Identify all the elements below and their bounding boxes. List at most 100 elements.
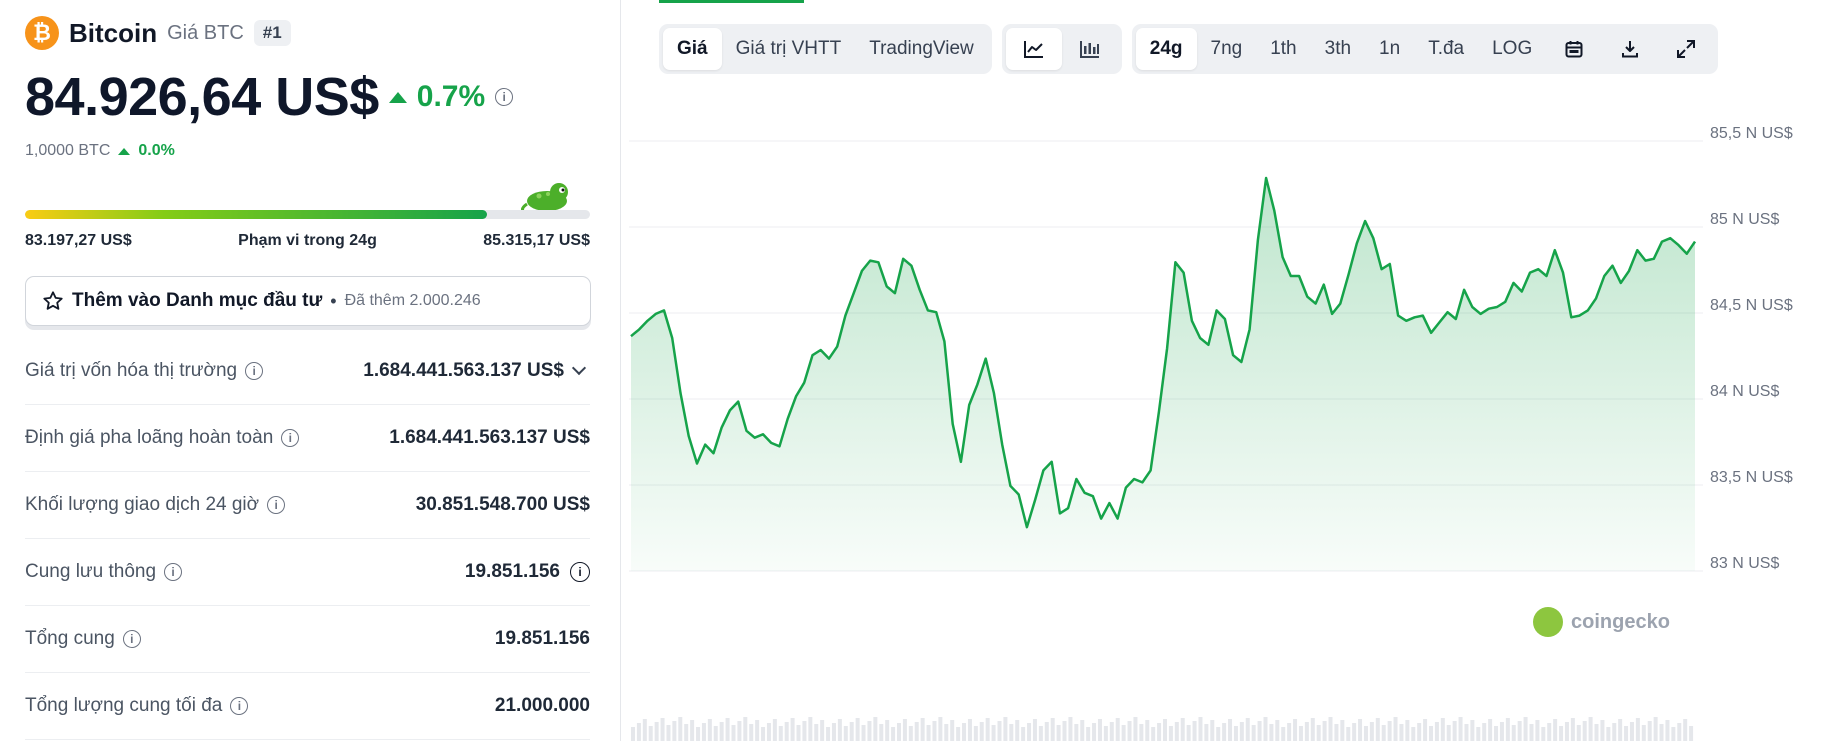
volume-bar: [1363, 726, 1368, 741]
coingecko-logo-icon: [1533, 607, 1563, 637]
volume-bar: [1168, 726, 1173, 741]
volume-bar: [1624, 726, 1629, 741]
y-tick-label: 84 N US$: [1710, 383, 1780, 400]
add-to-portfolio-button[interactable]: Thêm vào Danh mục đầu tư • Đã thêm 2.000…: [25, 276, 591, 326]
volume-bar: [1038, 726, 1043, 741]
info-icon[interactable]: i: [122, 630, 141, 648]
volume-bar: [1629, 722, 1634, 741]
stat-label-wrap: Giá trị vốn hóa thị trường i: [25, 360, 264, 382]
volume-bar: [1405, 720, 1410, 741]
volume-bar: [1511, 725, 1516, 741]
stat-value: 21.000.000: [494, 695, 590, 716]
volume-bar: [932, 721, 937, 741]
info-icon[interactable]: i: [281, 429, 300, 447]
line-chart-button[interactable]: [1005, 28, 1062, 70]
range-24h-button[interactable]: 24g: [1135, 28, 1197, 70]
range-labels: 83.197,27 US$ Phạm vi trong 24g 85.315,1…: [25, 232, 590, 250]
volume-bar: [867, 721, 872, 741]
volume-bar: [1547, 723, 1552, 741]
volume-bar: [855, 718, 860, 741]
volume-bar: [849, 722, 854, 741]
volume-bar: [1417, 723, 1422, 741]
panel-divider: [620, 0, 621, 741]
stat-label-wrap: Định giá pha loãng hoàn toàn i: [25, 427, 300, 449]
tab-price[interactable]: Giá: [663, 28, 722, 70]
btc-up-arrow-icon: [118, 147, 131, 155]
volume-bar: [1015, 720, 1020, 741]
volume-bar: [1115, 718, 1120, 741]
range-24h: 83.197,27 US$ Phạm vi trong 24g 85.315,1…: [25, 183, 590, 249]
stat-row-total-supply: Tổng cung i 19.851.156: [25, 606, 590, 673]
volume-bar: [766, 723, 771, 741]
tab-market-cap[interactable]: Giá trị VHTT: [735, 38, 842, 59]
supply-info-icon[interactable]: i: [570, 562, 590, 582]
stat-value-wrap: 1.684.441.563.137 US$: [363, 360, 590, 382]
volume-bar: [944, 724, 949, 741]
volume-bar: [897, 723, 901, 741]
range-bar-fill: [25, 210, 487, 219]
info-icon[interactable]: i: [245, 362, 264, 380]
fullscreen-button[interactable]: [1658, 28, 1714, 70]
volume-bar: [802, 721, 807, 741]
volume-bar: [1304, 722, 1309, 741]
log-scale-button[interactable]: LOG: [1492, 38, 1533, 59]
volume-bar: [1228, 719, 1233, 741]
volume-bar: [1446, 725, 1451, 741]
info-icon[interactable]: i: [164, 563, 183, 581]
chevron-down-icon[interactable]: [571, 360, 587, 376]
volume-bar: [690, 720, 695, 741]
volume-bar: [962, 723, 967, 741]
date-picker-button[interactable]: [1546, 28, 1602, 70]
volume-bar: [1671, 727, 1676, 741]
volume-bar: [1612, 723, 1617, 741]
volume-bar: [1600, 720, 1605, 741]
price-info-icon[interactable]: i: [495, 88, 514, 106]
stat-label: Định giá pha loãng hoàn toàn: [25, 427, 274, 448]
volume-bar: [1488, 719, 1493, 741]
price-chart[interactable]: 85,5 N US$ 85 N US$ 84,5 N US$ 84 N US$ 83,5…: [621, 110, 1845, 741]
volume-bar: [1245, 718, 1250, 741]
volume-bar: [642, 719, 647, 741]
candlestick-chart-button[interactable]: [1062, 28, 1118, 70]
volume-bar: [713, 726, 718, 741]
volume-bar: [790, 718, 795, 741]
volume-bar: [1358, 719, 1363, 741]
volume-bar: [902, 719, 907, 741]
volume-bar: [784, 722, 789, 741]
volume-bar: [985, 718, 990, 741]
candlestick-icon: [1079, 41, 1099, 58]
volume-bar: [749, 724, 754, 741]
price-up-arrow-icon: [388, 91, 407, 103]
range-1y-button[interactable]: 1n: [1379, 38, 1401, 59]
line-chart-icon: [1023, 41, 1043, 58]
stat-label-wrap: Cung lưu thông i: [25, 561, 183, 583]
download-button[interactable]: [1602, 28, 1658, 70]
y-tick-label: 83,5 N US$: [1710, 469, 1793, 486]
volume-bar: [1210, 720, 1215, 741]
volume-bar: [725, 718, 730, 741]
range-bar: [25, 210, 590, 219]
volume-bar: [973, 726, 978, 741]
info-icon[interactable]: i: [230, 697, 249, 715]
volume-bar: [1535, 720, 1540, 741]
volume-bar: [1021, 727, 1026, 741]
volume-bar: [1133, 717, 1138, 741]
tab-tradingview[interactable]: TradingView: [869, 38, 974, 59]
time-range-tabs: 24g 7ng 1th 3th 1n T.đa LOG: [1131, 24, 1719, 74]
volume-bar: [1411, 727, 1416, 741]
volume-bar: [761, 727, 766, 741]
download-icon: [1622, 41, 1639, 58]
stat-row-market-cap[interactable]: Giá trị vốn hóa thị trường i 1.684.441.5…: [25, 338, 590, 405]
volume-bar: [843, 726, 848, 741]
range-7d-button[interactable]: 7ng: [1210, 38, 1243, 59]
info-icon[interactable]: i: [267, 496, 286, 514]
range-max-button[interactable]: T.đa: [1428, 38, 1465, 59]
range-3m-button[interactable]: 3th: [1324, 38, 1352, 59]
range-1m-button[interactable]: 1th: [1270, 38, 1297, 59]
volume-bar: [1440, 718, 1445, 741]
volume-bar: [1393, 717, 1398, 741]
volume-bar: [979, 722, 984, 741]
volume-bar: [1109, 722, 1114, 741]
volume-bar: [1009, 724, 1014, 741]
volume-bar: [1281, 727, 1286, 741]
